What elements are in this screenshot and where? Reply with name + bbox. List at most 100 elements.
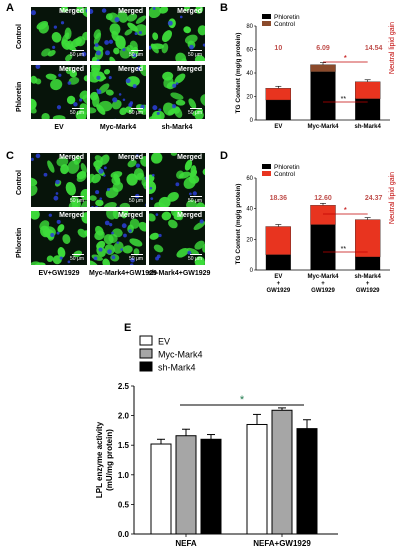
y-tick-label: 80 bbox=[246, 24, 253, 30]
column-label: EV+GW1929 bbox=[38, 270, 80, 277]
micrograph-cells bbox=[149, 71, 205, 119]
panel-label-e: E bbox=[124, 322, 132, 334]
y-tick-label: 60 bbox=[246, 48, 253, 54]
panel-label-a: A bbox=[6, 2, 14, 14]
legend-label-control: Control bbox=[274, 21, 296, 28]
bar-ev bbox=[246, 423, 268, 535]
x-tick-label: + bbox=[321, 281, 325, 287]
bar-phloretin bbox=[355, 98, 381, 120]
y-tick-label: 40 bbox=[246, 207, 253, 213]
merged-label: Merged bbox=[177, 212, 202, 219]
bar-control bbox=[355, 81, 381, 100]
bar-myc-mark4 bbox=[271, 409, 293, 535]
y-tick-label: 1.0 bbox=[118, 471, 130, 480]
panel-label-d: D bbox=[220, 150, 228, 162]
micrograph-cells bbox=[149, 153, 205, 207]
bar-control bbox=[265, 88, 291, 101]
micrograph-cells bbox=[149, 7, 205, 61]
merged-label: Merged bbox=[177, 66, 202, 73]
y-tick-label: 20 bbox=[246, 95, 253, 101]
micrograph-cells bbox=[90, 154, 146, 207]
chart-e: 0.0 0.5 1.0 1.5 2.0 2.5 LPL enzyme activity (mU… bbox=[95, 335, 338, 548]
significance-star-bar: * bbox=[320, 77, 323, 84]
neutral-lipid-gain-label: Neutral lipid gain bbox=[389, 22, 396, 74]
micrograph-tile: Merged 50 μm bbox=[89, 6, 147, 62]
neutral-lipid-gain-label: Neutral lipid gain bbox=[389, 172, 396, 224]
significance-star: * bbox=[240, 394, 245, 406]
legend-label: sh-Mark4 bbox=[158, 363, 196, 373]
x-tick-label: Myc-Mark4 bbox=[307, 274, 339, 280]
x-tick-label: GW1929 bbox=[266, 288, 290, 294]
bar-sh-mark4 bbox=[200, 438, 222, 535]
micrograph-grid-a: Control Merged 50 μm Merged 50 μm Merged 50 μm… bbox=[16, 6, 206, 142]
micrograph-tile: Merged 50 μm bbox=[148, 210, 206, 266]
micrograph-cells bbox=[31, 211, 87, 265]
micrograph-tile: Merged 50 μm bbox=[89, 64, 147, 120]
x-tick-label: GW1929 bbox=[311, 288, 335, 294]
merged-label: Merged bbox=[59, 154, 84, 161]
column-label: Myc-Mark4+GW1929 bbox=[89, 270, 157, 277]
micrograph-tile: Merged 50 μm bbox=[30, 64, 88, 120]
bar-phloretin bbox=[310, 71, 336, 120]
column-label: sh-Mark4+GW1929 bbox=[148, 270, 211, 277]
legend-swatch-control bbox=[262, 171, 271, 176]
y-tick-label: 0.5 bbox=[118, 500, 130, 509]
micrograph-tile: Merged 50 μm bbox=[89, 152, 147, 208]
legend-label: EV bbox=[158, 337, 170, 347]
legend-swatch bbox=[139, 361, 153, 372]
significance-double-star: ** bbox=[341, 96, 347, 103]
micrograph-cells bbox=[31, 7, 87, 61]
x-tick-label: NEFA bbox=[175, 539, 197, 548]
y-tick-label: 0 bbox=[250, 268, 254, 274]
y-axis-label-units: (mU/mg protein) bbox=[105, 429, 114, 491]
chart-b: 0 20 40 60 80 TG Content (mg/g protein) 10 EV 6.… bbox=[235, 14, 396, 130]
micrograph-tile: Merged 50 μm bbox=[148, 6, 206, 62]
significance-star: * bbox=[344, 54, 347, 63]
panel-label-b: B bbox=[220, 2, 228, 14]
micrograph-cells bbox=[90, 65, 146, 119]
x-tick-label: sh-Mark4 bbox=[354, 274, 381, 280]
scale-bar: 50 μm bbox=[129, 196, 143, 204]
merged-label: Merged bbox=[59, 212, 84, 219]
scale-bar: 50 μm bbox=[188, 196, 202, 204]
micrograph-tile: Merged 50 μm bbox=[148, 152, 206, 208]
gain-value: 24.37 bbox=[365, 195, 383, 202]
bar-phloretin bbox=[265, 254, 291, 270]
legend-label: Myc-Mark4 bbox=[158, 350, 203, 360]
merged-label: Merged bbox=[118, 212, 143, 219]
micrograph-tile: Merged 50 μm bbox=[148, 64, 206, 120]
scale-bar: 50 μm bbox=[188, 50, 202, 58]
micrograph-grid-c: Control Merged 50 μm Merged 50 μm Merged 50 μm… bbox=[16, 152, 211, 288]
y-tick-label: 0.0 bbox=[118, 530, 130, 539]
x-tick-label: NEFA+GW1929 bbox=[253, 539, 311, 548]
merged-label: Merged bbox=[177, 154, 202, 161]
y-tick-label: 20 bbox=[246, 237, 253, 243]
legend-label-phloretin: Phloretin bbox=[274, 14, 300, 21]
y-tick-label: 40 bbox=[246, 71, 253, 77]
y-axis-label: LPL enzyme activity bbox=[95, 421, 104, 498]
x-tick-label: + bbox=[366, 281, 370, 287]
legend-swatch-phloretin bbox=[262, 164, 271, 169]
column-label: EV bbox=[54, 124, 64, 131]
micrograph-cells bbox=[90, 8, 146, 61]
merged-label: Merged bbox=[118, 8, 143, 15]
bar-control bbox=[310, 64, 336, 72]
x-tick-label: Myc-Mark4 bbox=[307, 124, 339, 130]
gain-value: 14.54 bbox=[365, 45, 383, 52]
scale-bar: 50 μm bbox=[188, 108, 202, 116]
legend-label-phloretin: Phloretin bbox=[274, 164, 300, 171]
y-axis-label: TG Content (mg/g protein) bbox=[235, 33, 242, 114]
row-label-control: Control bbox=[16, 24, 23, 50]
gain-value: 18.36 bbox=[270, 195, 288, 202]
bar-control bbox=[355, 219, 381, 258]
micrograph-tile: Merged 50 μm bbox=[89, 210, 147, 266]
bar-ev bbox=[150, 443, 172, 535]
merged-label: Merged bbox=[59, 66, 84, 73]
scale-bar: 50 μm bbox=[129, 254, 143, 262]
significance-double-star: ** bbox=[341, 246, 347, 253]
gain-value: 10 bbox=[274, 45, 282, 52]
y-tick-label: 2.5 bbox=[118, 382, 130, 391]
significance-star-bar: * bbox=[320, 227, 323, 234]
scale-bar: 50 μm bbox=[129, 108, 143, 116]
